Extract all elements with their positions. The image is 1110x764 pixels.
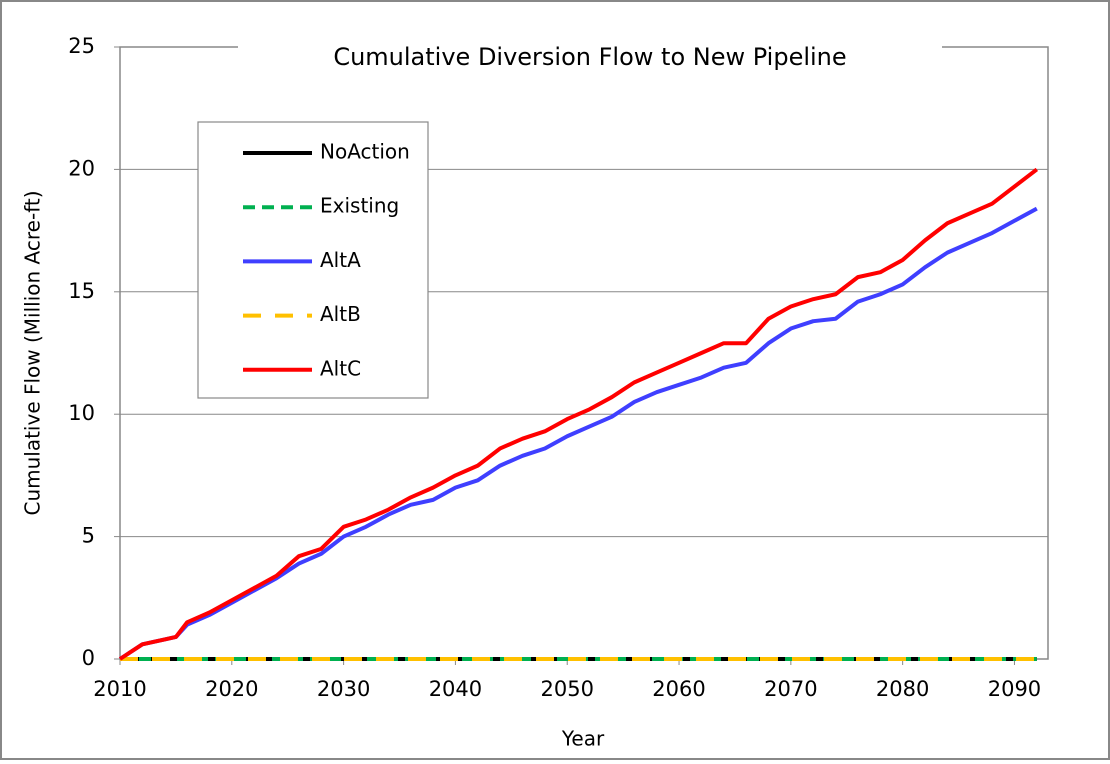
- title-background: [238, 40, 942, 76]
- y-tick-label: 15: [68, 279, 95, 303]
- lines: [118, 167, 1039, 661]
- legend-label: AltC: [320, 356, 361, 380]
- series-line: [118, 167, 1039, 661]
- y-tick-label: 10: [68, 401, 95, 425]
- legend-label: Existing: [320, 194, 399, 218]
- x-tick-label: 2060: [652, 677, 705, 701]
- y-tick-label: 25: [68, 34, 95, 58]
- x-tick-label: 2030: [317, 677, 370, 701]
- x-tick-label: 2040: [429, 677, 482, 701]
- y-tick-label: 5: [82, 524, 95, 548]
- legend: [197, 121, 429, 399]
- legend-label: NoAction: [320, 140, 410, 164]
- x-tick-label: 2020: [205, 677, 258, 701]
- y-axis-label: Cumulative Flow (Million Acre-ft): [21, 190, 45, 515]
- chart-title: Cumulative Diversion Flow to New Pipelin…: [333, 43, 846, 71]
- x-tick-label: 2050: [541, 677, 594, 701]
- x-tick-label: 2070: [764, 677, 817, 701]
- series-line: [118, 206, 1038, 661]
- x-tick-label: 2010: [93, 677, 146, 701]
- x-tick-label: 2080: [876, 677, 929, 701]
- x-tick-label: 2090: [988, 677, 1041, 701]
- legend-label: AltB: [320, 302, 361, 326]
- x-axis-label: Year: [561, 727, 605, 751]
- y-tick-label: 0: [82, 646, 95, 670]
- legend-label: AltA: [320, 248, 361, 272]
- legend-entries: NoAction Existing AltA AltB AltC: [243, 140, 410, 380]
- y-tick-label: 20: [68, 156, 95, 180]
